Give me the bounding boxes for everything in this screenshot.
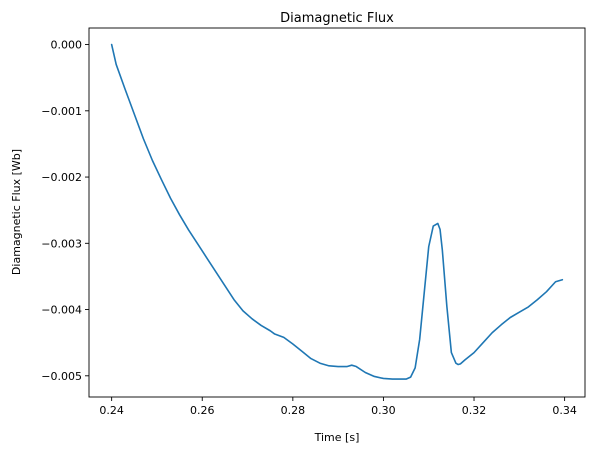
y-axis-label: Diamagnetic Flux [Wb]: [10, 149, 23, 275]
axes: [88, 27, 586, 398]
chart-title: Diamagnetic Flux: [280, 11, 394, 26]
series-layer: [110, 43, 564, 380]
y-axis: 0.000 −0.001 −0.002 −0.003 −0.004 −0.005: [41, 39, 89, 383]
series-line: [110, 43, 564, 380]
x-tick-label: 0.24: [99, 404, 124, 417]
y-tick-label: 0.000: [51, 39, 83, 52]
x-tick-label: 0.26: [190, 404, 215, 417]
x-tick-label: 0.28: [281, 404, 306, 417]
y-tick-label: −0.004: [41, 304, 82, 317]
x-axis-label: Time [s]: [314, 431, 360, 444]
x-tick-label: 0.34: [552, 404, 577, 417]
y-tick-label: −0.002: [41, 171, 82, 184]
plot-frame: [88, 27, 586, 398]
y-tick-label: −0.001: [41, 105, 82, 118]
x-tick-label: 0.30: [371, 404, 396, 417]
x-axis: 0.24 0.26 0.28 0.30 0.32 0.34: [99, 397, 577, 417]
x-tick-label: 0.32: [462, 404, 487, 417]
y-tick-label: −0.003: [41, 237, 82, 250]
y-tick-label: −0.005: [41, 370, 82, 383]
